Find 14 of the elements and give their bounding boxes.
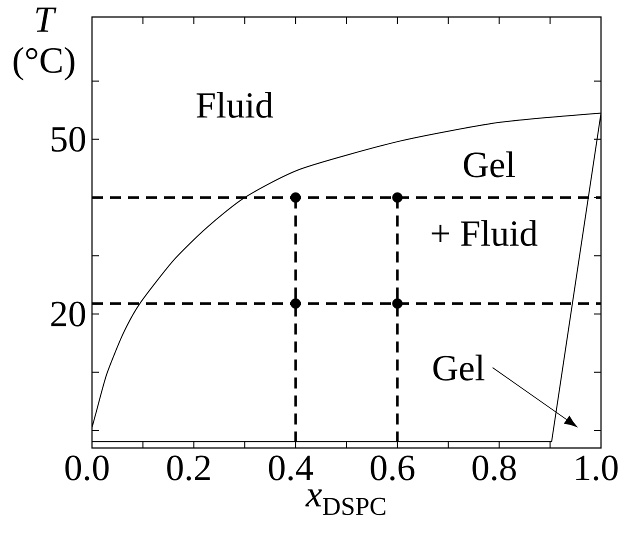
x-tick-label: 0.4 [268,456,314,481]
annotation: Gel [464,151,515,178]
annotation: Fluid [196,92,274,118]
y-tick-label: 50 [52,126,86,152]
x-tick-label: 0.2 [167,456,210,481]
x-tick-label: 0.0 [65,456,109,481]
annotation: + Fluid [432,220,538,246]
x-tick-label: 1.0 [576,456,618,481]
x-tick-label: 0.6 [370,456,414,481]
x-axis-title: x$_{DSPC}$ [305,489,386,516]
annotation: Gel [433,354,484,381]
y-tick-label: 20 [51,302,86,326]
y-axis-title: T (°C) [14,8,74,80]
x-tick-label: 0.8 [472,456,516,481]
